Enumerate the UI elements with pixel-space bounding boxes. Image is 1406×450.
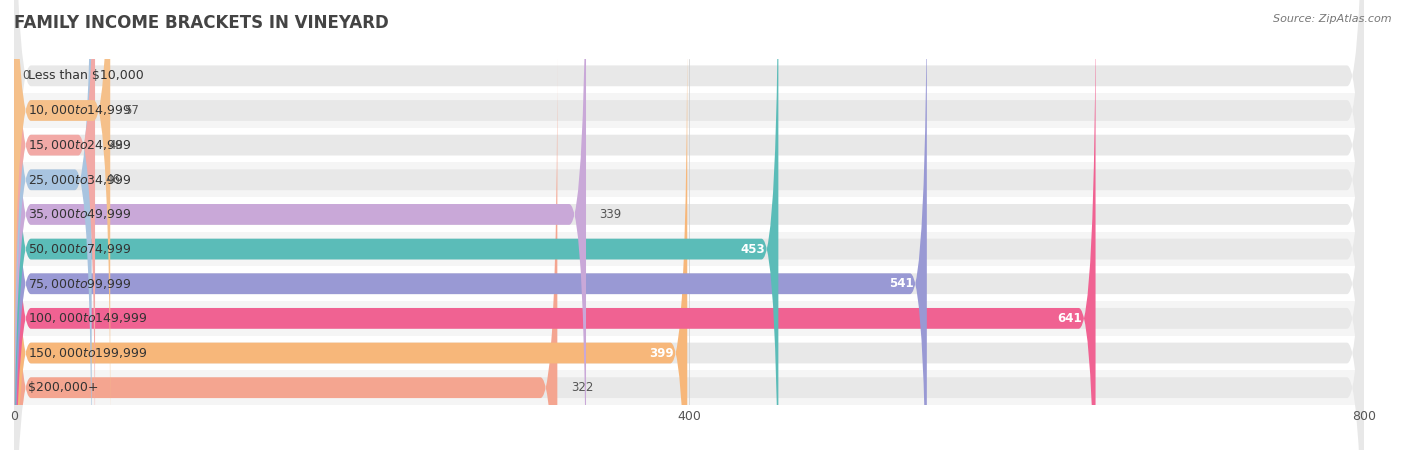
- Bar: [14, 370, 1364, 405]
- Bar: [14, 128, 1364, 162]
- Bar: [14, 232, 1364, 266]
- FancyBboxPatch shape: [14, 0, 110, 446]
- Text: 48: 48: [108, 139, 124, 152]
- FancyBboxPatch shape: [14, 0, 91, 450]
- Bar: [14, 266, 1364, 301]
- FancyBboxPatch shape: [14, 52, 1364, 450]
- FancyBboxPatch shape: [14, 0, 1364, 450]
- Text: 0: 0: [22, 69, 30, 82]
- Text: $150,000 to $199,999: $150,000 to $199,999: [28, 346, 148, 360]
- Text: $100,000 to $149,999: $100,000 to $149,999: [28, 311, 148, 325]
- Text: $35,000 to $49,999: $35,000 to $49,999: [28, 207, 131, 221]
- FancyBboxPatch shape: [14, 0, 586, 450]
- Bar: [14, 197, 1364, 232]
- FancyBboxPatch shape: [14, 17, 1364, 450]
- FancyBboxPatch shape: [14, 17, 688, 450]
- Bar: [14, 162, 1364, 197]
- Text: $50,000 to $74,999: $50,000 to $74,999: [28, 242, 131, 256]
- Text: 322: 322: [571, 381, 593, 394]
- Text: FAMILY INCOME BRACKETS IN VINEYARD: FAMILY INCOME BRACKETS IN VINEYARD: [14, 14, 389, 32]
- Text: $15,000 to $24,999: $15,000 to $24,999: [28, 138, 131, 152]
- FancyBboxPatch shape: [14, 0, 1364, 450]
- Text: Less than $10,000: Less than $10,000: [28, 69, 143, 82]
- Text: $25,000 to $34,999: $25,000 to $34,999: [28, 173, 131, 187]
- Text: $200,000+: $200,000+: [28, 381, 98, 394]
- Text: 541: 541: [889, 277, 914, 290]
- FancyBboxPatch shape: [14, 0, 779, 450]
- Text: 339: 339: [599, 208, 621, 221]
- FancyBboxPatch shape: [14, 0, 1095, 450]
- Text: 46: 46: [105, 173, 120, 186]
- Text: 57: 57: [124, 104, 139, 117]
- Text: Source: ZipAtlas.com: Source: ZipAtlas.com: [1274, 14, 1392, 23]
- FancyBboxPatch shape: [14, 0, 1364, 446]
- FancyBboxPatch shape: [14, 52, 557, 450]
- Text: 453: 453: [740, 243, 765, 256]
- Bar: [14, 93, 1364, 128]
- FancyBboxPatch shape: [14, 0, 1364, 450]
- Bar: [14, 301, 1364, 336]
- Text: $75,000 to $99,999: $75,000 to $99,999: [28, 277, 131, 291]
- Text: 641: 641: [1057, 312, 1083, 325]
- FancyBboxPatch shape: [14, 0, 1364, 450]
- FancyBboxPatch shape: [14, 0, 1364, 412]
- Text: $10,000 to $14,999: $10,000 to $14,999: [28, 104, 131, 117]
- Bar: [14, 336, 1364, 370]
- FancyBboxPatch shape: [14, 0, 1364, 450]
- Bar: [14, 58, 1364, 93]
- Text: 399: 399: [650, 346, 673, 360]
- FancyBboxPatch shape: [14, 0, 1364, 450]
- FancyBboxPatch shape: [14, 0, 927, 450]
- FancyBboxPatch shape: [14, 0, 96, 450]
